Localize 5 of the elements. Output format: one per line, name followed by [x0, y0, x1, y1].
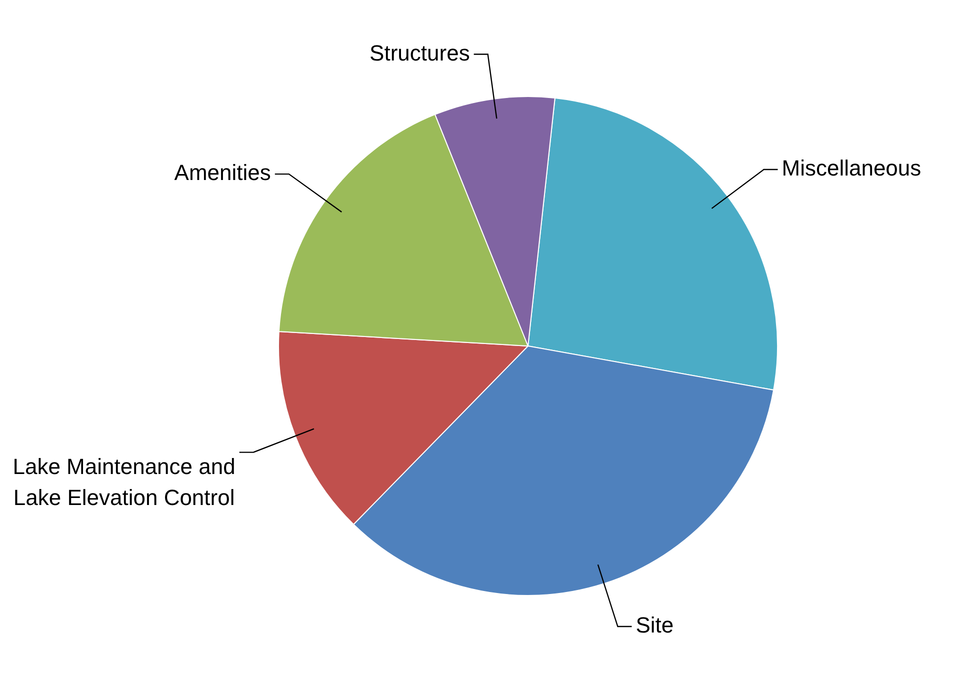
slice-label: Structures: [370, 40, 470, 66]
slice-label: Lake Maintenance and Lake Elevation Control: [12, 454, 236, 510]
slice-label: Amenities: [174, 160, 271, 186]
slice-label: Site: [636, 612, 674, 638]
slice-label: Miscellaneous: [782, 156, 922, 181]
